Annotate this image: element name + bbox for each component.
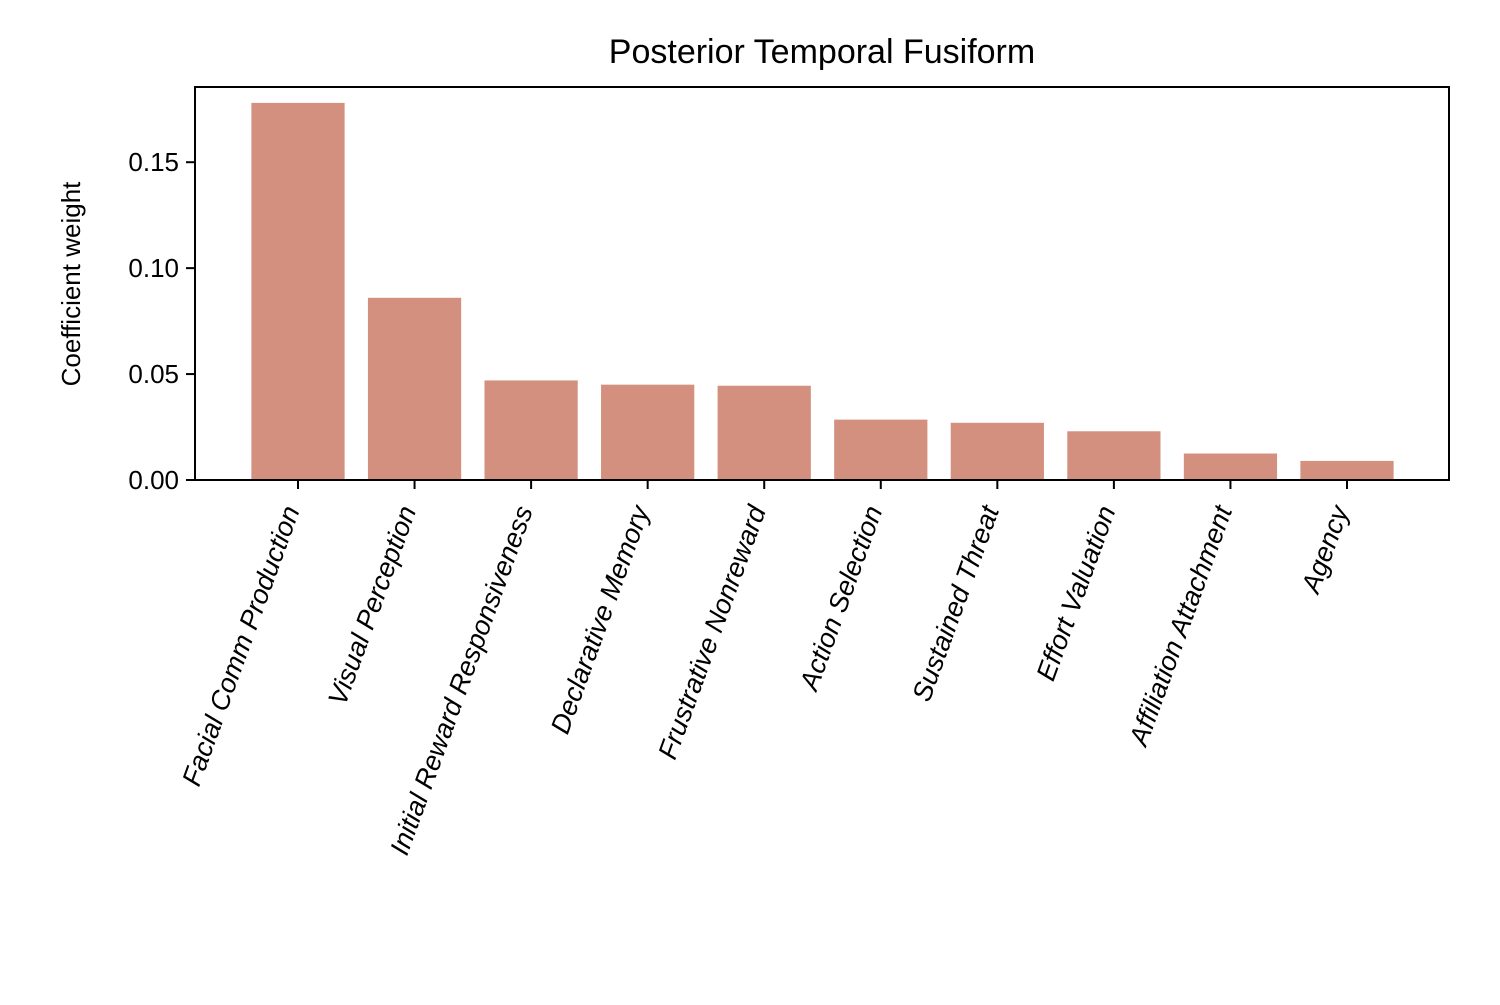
bar-declarative-memory (601, 384, 695, 480)
x-tick-label: Facial Comm Production (176, 502, 305, 790)
bar-facial-comm-production (251, 102, 345, 480)
y-tick-label: 0.05 (128, 359, 179, 389)
bar-agency (1300, 460, 1394, 480)
bar-sustained-threat (950, 422, 1044, 480)
x-tick-label: Effort Valuation (1031, 502, 1122, 685)
y-tick-label: 0.10 (128, 253, 179, 283)
x-tick-label: Sustained Threat (906, 500, 1005, 705)
y-tick-label: 0.15 (128, 147, 179, 177)
x-tick-label: Action Selection (793, 502, 888, 696)
x-tick-label: Visual Perception (322, 502, 422, 709)
chart-title: Posterior Temporal Fusiform (609, 33, 1035, 71)
y-axis-ticks: 0.00 0.05 0.10 0.15 (128, 147, 195, 495)
bar-initial-reward-responsiveness (484, 380, 578, 480)
plot-frame (194, 86, 1450, 481)
bar-effort-valuation (1067, 431, 1161, 480)
y-tick-label: 0.00 (128, 465, 179, 495)
bar-affiliation-attachment (1183, 453, 1278, 480)
bar-action-selection (834, 419, 928, 480)
x-tick-label: Declarative Memory (545, 500, 656, 737)
y-axis-label: Coefficient weight (56, 181, 86, 387)
bar-frustrative-nonreward (717, 385, 811, 480)
x-tick-label: Initial Reward Responsiveness (384, 502, 538, 859)
x-tick-label: Affiliation Attachment (1123, 500, 1239, 751)
bar-visual-perception (367, 297, 462, 480)
bars-group (251, 102, 1394, 480)
x-axis-ticks: Facial Comm Production Visual PerceptionI… (176, 480, 1355, 859)
x-tick-label: Agency (1295, 500, 1355, 598)
x-tick-label: Frustrative Nonreward (652, 501, 772, 763)
